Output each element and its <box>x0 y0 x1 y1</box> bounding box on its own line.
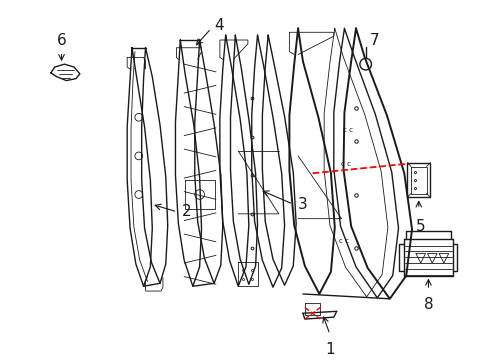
Text: 3: 3 <box>298 197 307 212</box>
Text: 2: 2 <box>182 204 191 219</box>
Text: 6: 6 <box>57 33 66 48</box>
Text: 8: 8 <box>423 297 432 312</box>
Text: 5: 5 <box>415 219 425 234</box>
Text: c c: c c <box>339 238 349 244</box>
Text: 1: 1 <box>325 342 334 357</box>
Text: c c: c c <box>343 127 352 133</box>
Text: 4: 4 <box>214 18 223 33</box>
Text: c c: c c <box>341 161 351 167</box>
Text: 7: 7 <box>369 33 378 49</box>
